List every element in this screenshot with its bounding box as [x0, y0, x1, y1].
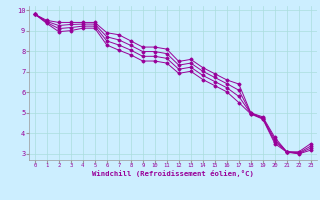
X-axis label: Windchill (Refroidissement éolien,°C): Windchill (Refroidissement éolien,°C)	[92, 170, 254, 177]
